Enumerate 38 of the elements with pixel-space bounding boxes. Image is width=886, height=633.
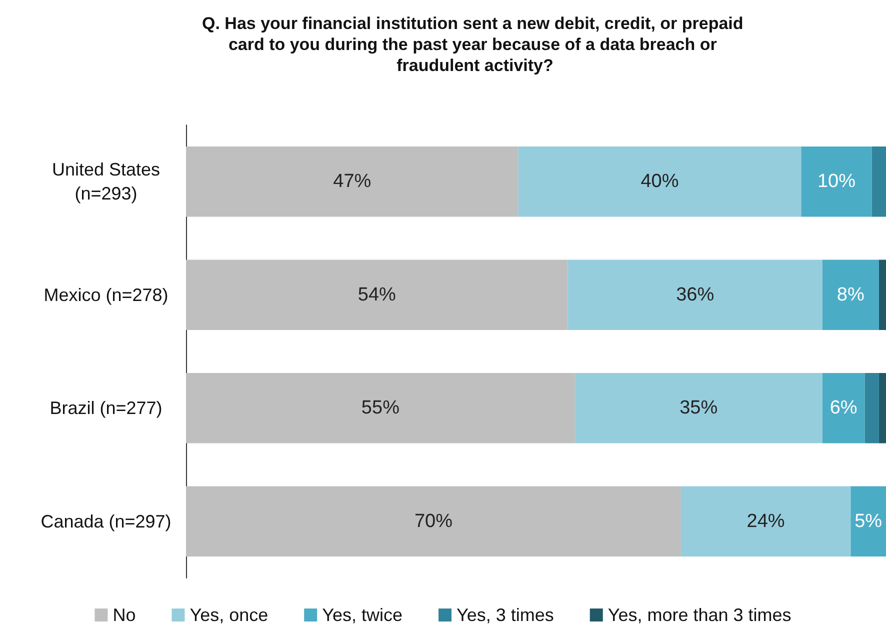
data-label: 6% <box>830 398 858 419</box>
bar <box>186 260 568 330</box>
bar <box>518 146 802 217</box>
y-tick-label: Brazil (n=277) <box>50 398 162 418</box>
bar <box>186 486 681 556</box>
y-tick-label: Canada (n=297) <box>40 511 172 532</box>
data-label: 8% <box>836 284 864 306</box>
bar <box>186 373 575 444</box>
bar <box>680 486 851 556</box>
y-tick-label: Mexico (n=278) <box>44 284 168 305</box>
bar <box>186 146 518 217</box>
legend-label: Yes, 3 times <box>456 605 554 625</box>
legend-label: No <box>112 605 136 625</box>
bar <box>568 260 822 330</box>
bar <box>801 146 872 217</box>
data-label: 55% <box>361 398 400 419</box>
bar <box>872 146 886 217</box>
bar <box>574 373 822 444</box>
bar <box>822 260 879 330</box>
data-label: 54% <box>358 284 396 306</box>
data-label: 35% <box>680 398 718 419</box>
data-label: 5% <box>854 510 882 532</box>
legend-label: Yes, once <box>190 605 268 625</box>
bar <box>878 373 886 444</box>
chart-title: Q. Has your financial institution sent a new debit, credit, or prepaid card to you during the past year because of a data breach or fraudulent activity? <box>202 14 748 75</box>
bar <box>850 486 886 556</box>
data-label: 70% <box>414 510 453 532</box>
data-label: 24% <box>746 510 785 532</box>
y-tick-label: United States (n=293) <box>52 160 160 204</box>
data-label: 10% <box>817 171 856 192</box>
legend-label: Yes, more than 3 times <box>608 605 792 625</box>
legend-label: Yes, twice <box>322 605 402 625</box>
bar <box>878 260 886 330</box>
data-label: 47% <box>333 171 372 192</box>
data-label: 36% <box>676 284 714 306</box>
bar <box>822 373 865 444</box>
data-label: 40% <box>640 171 679 192</box>
bar <box>864 373 879 444</box>
